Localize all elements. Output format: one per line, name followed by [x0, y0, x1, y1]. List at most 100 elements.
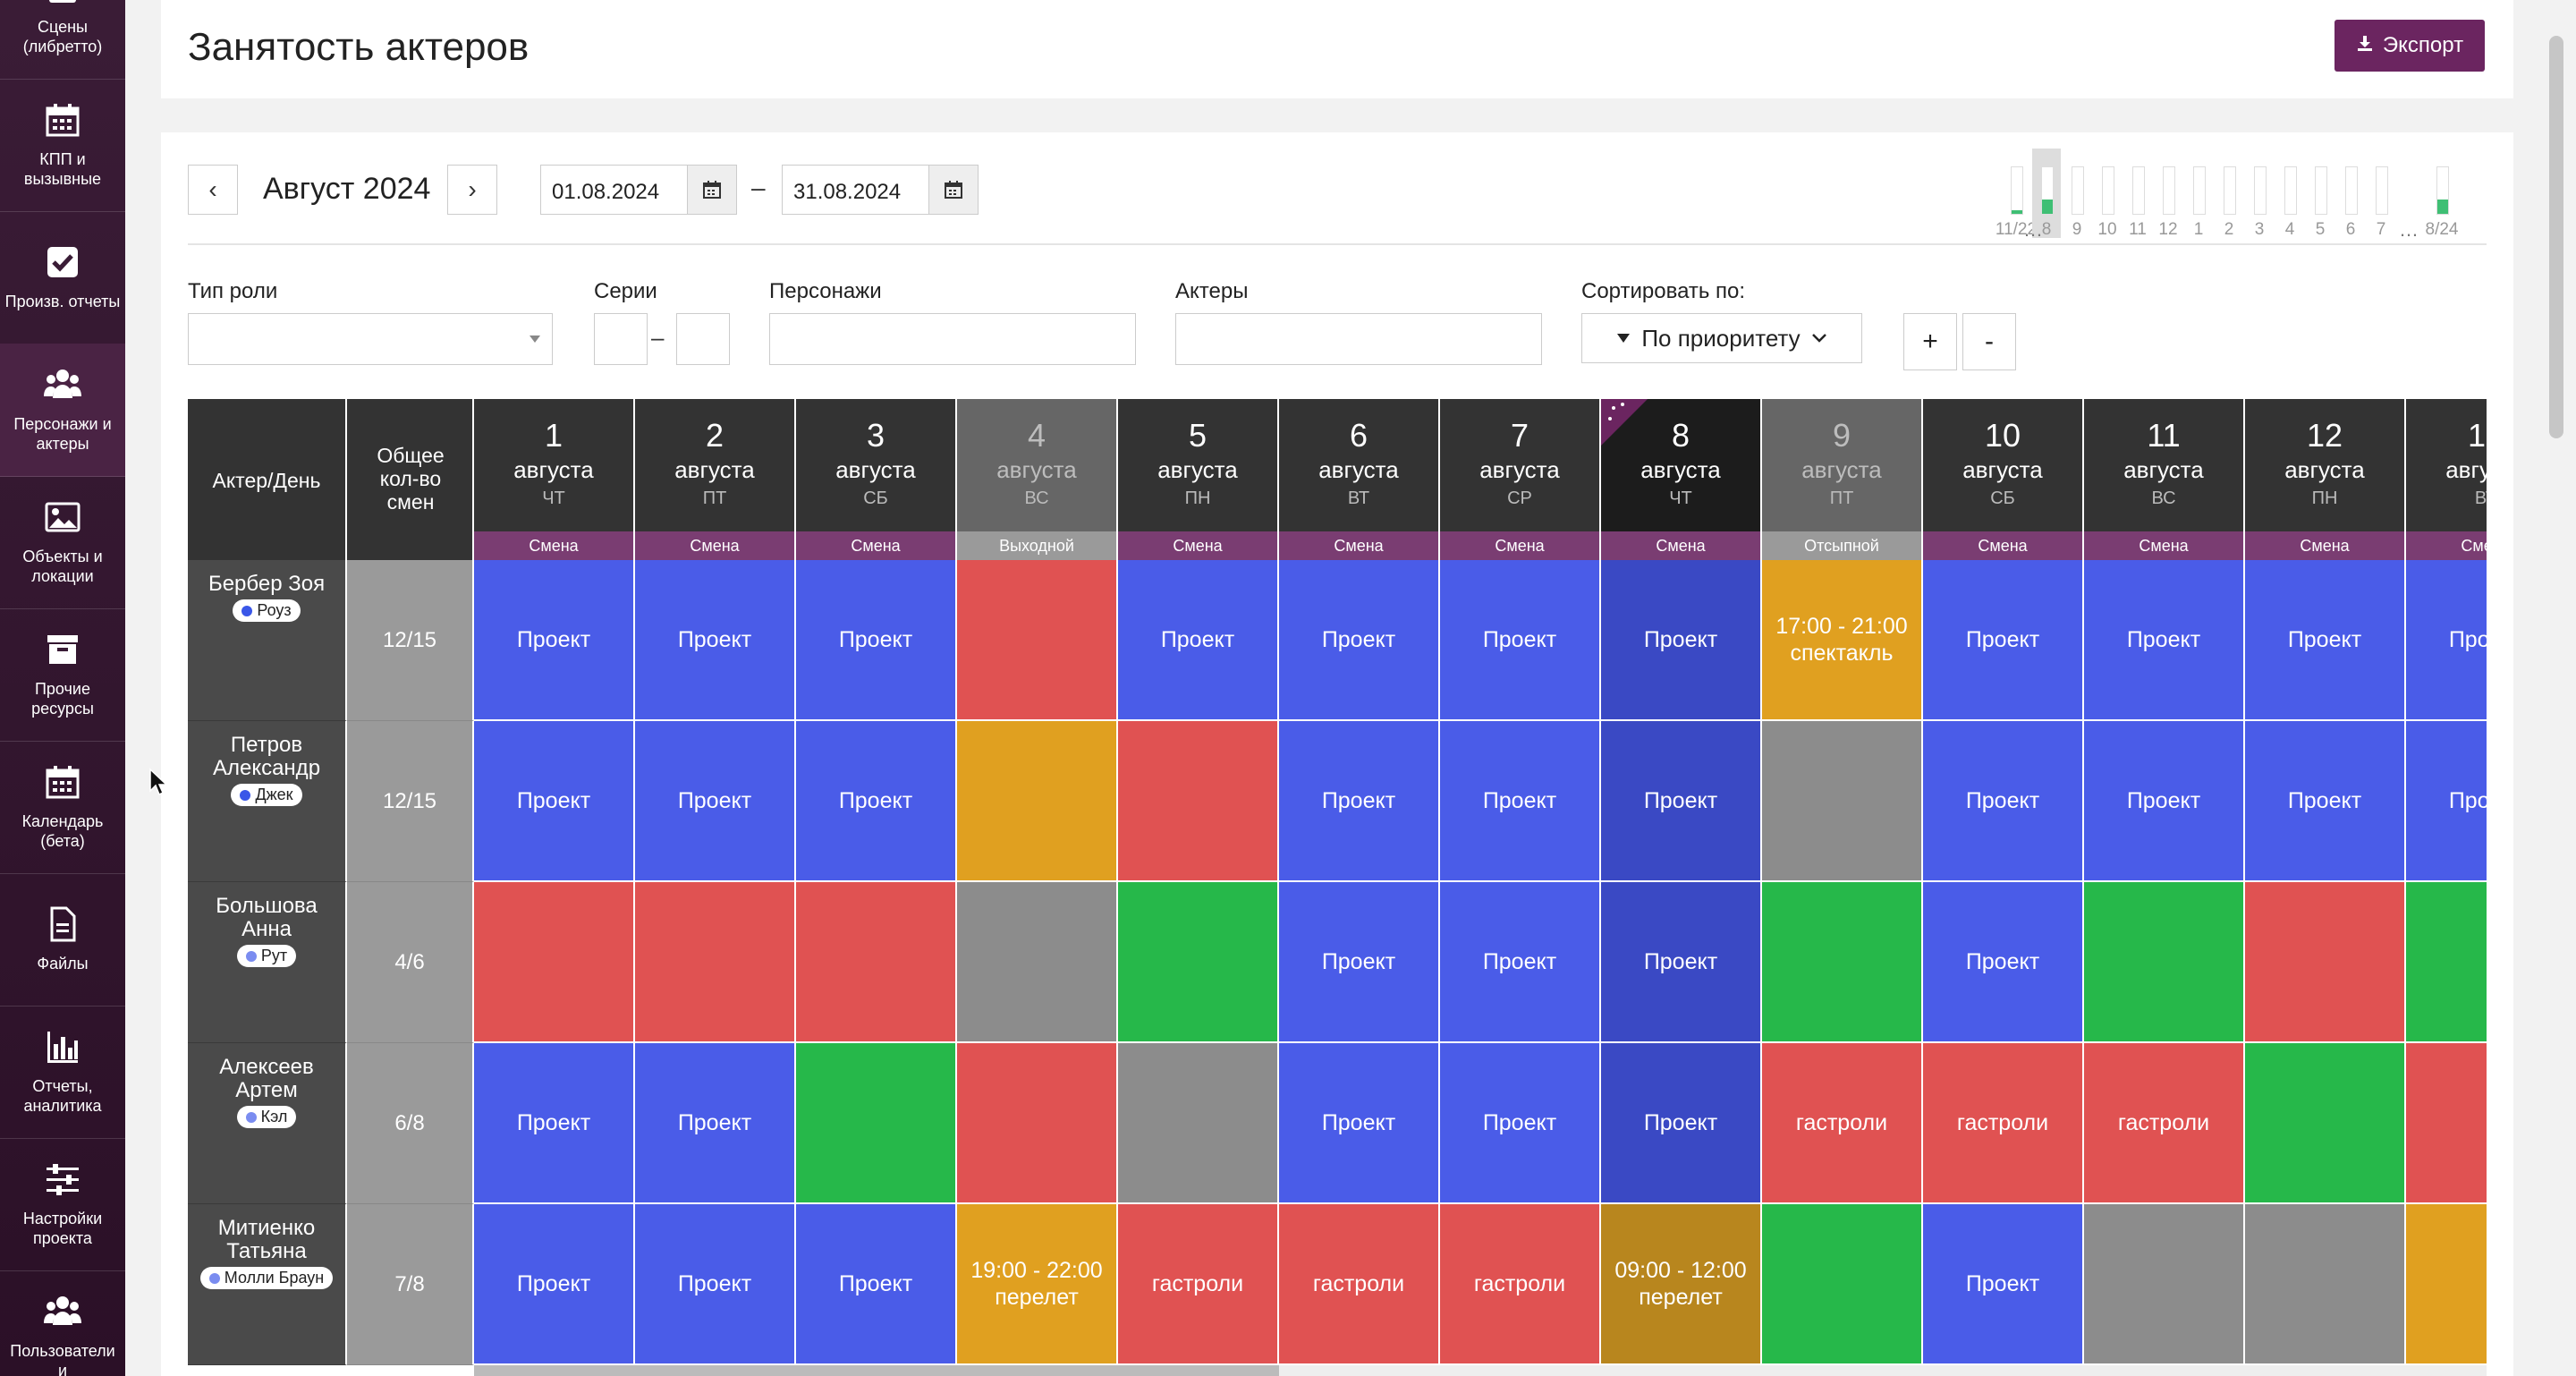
actor-cell[interactable]: Алексеев Артем Кэл — [188, 1043, 347, 1204]
timeline-bar[interactable]: 8 — [2032, 149, 2061, 239]
schedule-cell[interactable]: Проект — [2084, 560, 2245, 721]
schedule-cell[interactable]: Проект — [796, 721, 957, 882]
sidebar-item[interactable]: Объекты и локации — [0, 476, 125, 609]
sidebar-item[interactable]: Персонажи и актеры — [0, 344, 125, 477]
schedule-cell[interactable]: Проект — [474, 1043, 635, 1204]
schedule-cell[interactable]: Проект — [1601, 1043, 1762, 1204]
actor-cell[interactable]: Митиенко Татьяна Молли Браун — [188, 1204, 347, 1365]
next-month-button[interactable]: › — [447, 165, 497, 215]
date-to-field[interactable]: 31.08.2024 — [782, 165, 979, 215]
schedule-cell[interactable]: Проект — [1923, 1204, 2084, 1365]
schedule-cell[interactable] — [1762, 1204, 1923, 1365]
schedule-cell[interactable] — [2245, 882, 2406, 1043]
timeline-bar[interactable]: 11/22 — [1996, 149, 2037, 239]
workload-timeline[interactable]: 11/22 8 9 10 11 12 1 2 3 4 5 6 7 8/24…… — [1986, 149, 2487, 241]
timeline-bar[interactable]: 8/24 — [2426, 149, 2458, 239]
series-to-input[interactable] — [676, 313, 730, 365]
schedule-cell[interactable]: Проект — [796, 1204, 957, 1365]
schedule-cell[interactable] — [2084, 1204, 2245, 1365]
schedule-cell[interactable]: Проект — [474, 1204, 635, 1365]
schedule-cell[interactable] — [1118, 721, 1279, 882]
sidebar-item[interactable]: Отчеты, аналитика — [0, 1006, 125, 1139]
sidebar-item[interactable]: Настройки проекта — [0, 1138, 125, 1271]
schedule-cell[interactable] — [2245, 1043, 2406, 1204]
schedule-cell[interactable] — [2406, 882, 2487, 1043]
calendar-icon[interactable] — [687, 166, 736, 214]
schedule-cell[interactable] — [1762, 721, 1923, 882]
schedule-cell[interactable]: Проект — [635, 560, 796, 721]
schedule-cell[interactable]: гастроли — [1923, 1043, 2084, 1204]
schedule-cell[interactable] — [957, 1043, 1118, 1204]
schedule-cell[interactable]: гастроли — [1440, 1204, 1601, 1365]
actors-input[interactable] — [1175, 313, 1542, 365]
timeline-bar[interactable]: 1 — [2184, 149, 2213, 239]
timeline-bar[interactable]: 6 — [2336, 149, 2365, 239]
date-from-field[interactable]: 01.08.2024 — [540, 165, 737, 215]
zoom-out-button[interactable]: - — [1962, 313, 2016, 370]
actor-cell[interactable]: Большова Анна Рут — [188, 882, 347, 1043]
timeline-bar[interactable]: 7 — [2367, 149, 2395, 239]
schedule-cell[interactable] — [474, 882, 635, 1043]
schedule-cell[interactable] — [1762, 882, 1923, 1043]
schedule-cell[interactable]: Проект — [2245, 721, 2406, 882]
timeline-bar[interactable]: 12 — [2154, 149, 2182, 239]
schedule-cell[interactable]: Проект — [2245, 560, 2406, 721]
actor-cell[interactable]: Петров Александр Джек — [188, 721, 347, 882]
schedule-cell[interactable]: гастроли — [1279, 1204, 1440, 1365]
timeline-bar[interactable]: 2 — [2215, 149, 2243, 239]
sidebar-item[interactable]: Календарь (бета) — [0, 741, 125, 874]
schedule-cell[interactable]: 19:00 - 22:00 перелет — [957, 1204, 1118, 1365]
scrollbar-thumb[interactable] — [474, 1365, 1279, 1376]
schedule-cell[interactable]: гастроли — [1762, 1043, 1923, 1204]
schedule-cell[interactable]: Проект — [2406, 721, 2487, 882]
schedule-cell[interactable]: Проект — [635, 1043, 796, 1204]
schedule-cell[interactable] — [2245, 1204, 2406, 1365]
schedule-cell[interactable]: Проект — [1279, 1043, 1440, 1204]
schedule-cell[interactable]: Проект — [1118, 560, 1279, 721]
zoom-in-button[interactable]: + — [1903, 313, 1957, 370]
sidebar-item[interactable]: Пользователи и — [0, 1270, 125, 1376]
schedule-cell[interactable] — [796, 1043, 957, 1204]
export-button[interactable]: Экспорт — [2334, 20, 2485, 72]
schedule-cell[interactable] — [796, 882, 957, 1043]
schedule-cell[interactable]: Проект — [474, 560, 635, 721]
timeline-bar[interactable]: 9 — [2063, 149, 2091, 239]
schedule-cell[interactable] — [957, 882, 1118, 1043]
schedule-cell[interactable] — [2406, 1204, 2487, 1365]
sidebar-item[interactable]: Сцены (либретто) — [0, 0, 125, 80]
schedule-cell[interactable]: Проект — [1440, 560, 1601, 721]
series-from-input[interactable] — [594, 313, 648, 365]
schedule-cell[interactable]: гастроли — [1118, 1204, 1279, 1365]
schedule-cell[interactable] — [2406, 1043, 2487, 1204]
schedule-cell[interactable]: Проект — [474, 721, 635, 882]
timeline-bar[interactable]: 11 — [2123, 149, 2152, 239]
sidebar-item[interactable]: Файлы — [0, 873, 125, 1007]
schedule-cell[interactable]: Проект — [1440, 1043, 1601, 1204]
schedule-cell[interactable]: Проект — [1440, 882, 1601, 1043]
timeline-bar[interactable]: 5 — [2306, 149, 2334, 239]
actor-cell[interactable]: Бербер Зоя Роуз — [188, 560, 347, 721]
schedule-cell[interactable]: Проект — [635, 1204, 796, 1365]
schedule-cell[interactable]: 09:00 - 12:00 перелет — [1601, 1204, 1762, 1365]
schedule-cell[interactable]: Проект — [1923, 560, 2084, 721]
schedule-cell[interactable] — [957, 721, 1118, 882]
schedule-cell[interactable]: Проект — [1923, 882, 2084, 1043]
characters-input[interactable] — [769, 313, 1136, 365]
schedule-cell[interactable]: Проект — [1923, 721, 2084, 882]
schedule-cell[interactable]: Проект — [1601, 882, 1762, 1043]
schedule-cell[interactable]: гастроли — [2084, 1043, 2245, 1204]
schedule-cell[interactable]: Проект — [635, 721, 796, 882]
schedule-cell[interactable] — [2084, 882, 2245, 1043]
calendar-icon[interactable] — [928, 166, 978, 214]
schedule-cell[interactable]: Проект — [1601, 721, 1762, 882]
sidebar-item[interactable]: КПП и вызывные — [0, 79, 125, 212]
sidebar-item[interactable]: Произв. отчеты — [0, 211, 125, 344]
schedule-cell[interactable]: Проект — [1601, 560, 1762, 721]
timeline-bar[interactable]: 10 — [2093, 149, 2122, 239]
schedule-cell[interactable]: Проект — [1440, 721, 1601, 882]
role-type-select[interactable] — [188, 313, 553, 365]
schedule-cell[interactable]: Проект — [796, 560, 957, 721]
schedule-cell[interactable] — [957, 560, 1118, 721]
schedule-cell[interactable]: Проект — [2084, 721, 2245, 882]
timeline-bar[interactable]: 3 — [2245, 149, 2274, 239]
